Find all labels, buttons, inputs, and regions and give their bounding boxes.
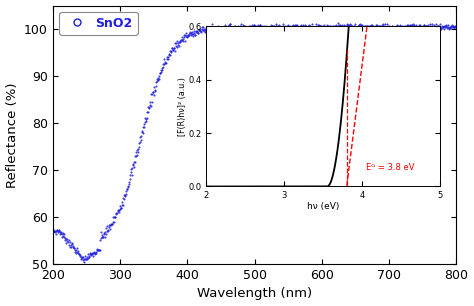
Y-axis label: Reflectance (%): Reflectance (%) (6, 82, 18, 188)
Legend: SnO2: SnO2 (59, 12, 137, 35)
X-axis label: Wavelength (nm): Wavelength (nm) (197, 287, 312, 300)
